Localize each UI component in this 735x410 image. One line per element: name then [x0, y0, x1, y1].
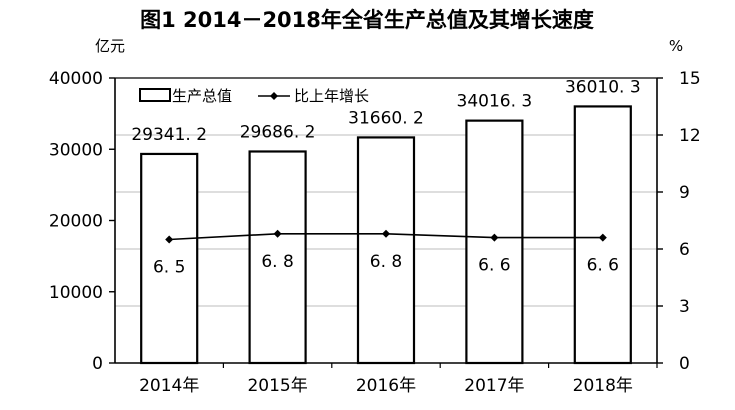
bar-3	[465, 119, 524, 365]
x-tick-label: 2015年	[247, 376, 307, 396]
legend: 生产总值 比上年增长	[139, 87, 369, 105]
chart-title: 图1 2014－2018年全省生产总值及其增长速度	[140, 8, 594, 32]
right-tick-label: 12	[679, 126, 701, 146]
bar-value-label: 31660. 2	[348, 108, 424, 128]
x-tick-label: 2016年	[356, 376, 416, 396]
bar-2	[356, 136, 416, 365]
bar-value-label: 34016. 3	[457, 92, 533, 112]
legend-bar-label: 生产总值	[172, 87, 232, 105]
right-tick-label: 15	[679, 69, 701, 89]
data-labels: 29341. 2 29686. 2 31660. 2 34016. 3 36010. 3…	[131, 77, 640, 277]
growth-line	[165, 229, 607, 244]
right-tick-label: 3	[679, 297, 690, 317]
growth-value-label: 6. 8	[370, 252, 402, 272]
growth-value-label: 6. 6	[587, 256, 619, 276]
right-tick-label: 6	[679, 240, 690, 260]
left-tick-label: 20000	[49, 212, 103, 232]
bar-value-label: 29686. 2	[240, 122, 316, 142]
bar-0	[140, 152, 199, 365]
bar-value-label: 29341. 2	[131, 125, 207, 145]
left-axis-unit: 亿元	[95, 37, 125, 55]
growth-value-label: 6. 8	[261, 252, 293, 272]
right-tick-label: 0	[679, 354, 690, 374]
growth-value-label: 6. 5	[153, 258, 185, 278]
legend-bar-swatch	[139, 88, 171, 102]
growth-point-1	[273, 229, 282, 238]
legend-line-marker	[270, 92, 278, 100]
left-tick-label: 0	[92, 354, 103, 374]
axes: 0 10000 20000 30000 40000 0 3 6 9 12 15 2014年 2015年 2…	[49, 69, 701, 396]
left-tick-label: 10000	[49, 283, 103, 303]
growth-value-label: 6. 6	[478, 256, 510, 276]
left-tick-label: 40000	[49, 69, 103, 89]
growth-point-4	[598, 233, 607, 242]
bar-value-label: 36010. 3	[565, 77, 641, 97]
legend-line-label: 比上年增长	[294, 87, 369, 105]
growth-point-2	[382, 229, 390, 238]
right-axis-unit: %	[669, 37, 683, 55]
x-tick-label: 2018年	[573, 376, 633, 396]
x-tick-label: 2017年	[464, 376, 524, 396]
x-tick-label: 2014年	[139, 376, 199, 396]
growth-point-3	[490, 233, 499, 242]
left-tick-label: 30000	[49, 140, 103, 160]
growth-point-0	[165, 235, 174, 244]
right-tick-label: 9	[679, 183, 690, 203]
